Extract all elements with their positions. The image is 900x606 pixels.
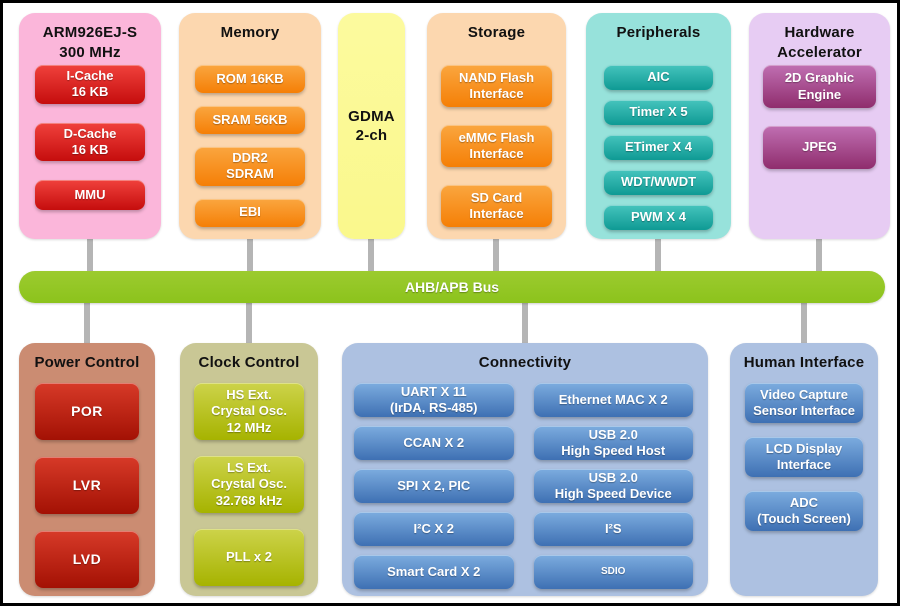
block-ethernet-mac-x-2: Ethernet MAC X 2 <box>533 383 693 417</box>
storage-blocks: NAND Flash Interface eMMC Flash Interface… <box>427 65 566 227</box>
block-hs-ext-crystal-osc-12-mhz: HS Ext. Crystal Osc. 12 MHz <box>194 383 304 440</box>
block-uart-x-11-irda-rs-485: UART X 11 (IrDA, RS-485) <box>354 383 514 417</box>
memory-blocks: ROM 16KB SRAM 56KB DDR2 SDRAM EBI <box>179 65 321 227</box>
arm-cpu-blocks: I-Cache 16 KB D-Cache 16 KB MMU <box>19 65 161 210</box>
block-sdio: SDIO <box>533 555 693 589</box>
block-i-s: I²S <box>533 512 693 546</box>
panel-title-storage: Storage <box>467 24 526 41</box>
bus-connector-gdma <box>368 239 374 271</box>
bus-connector-storage <box>493 239 499 271</box>
block-i-c-x-2: I²C X 2 <box>354 512 514 546</box>
human-interface-blocks: Video Capture Sensor Interface LCD Displa… <box>730 383 878 531</box>
block-2d-graphic-engine: 2D Graphic Engine <box>763 65 876 108</box>
block-nand-flash-interface: NAND Flash Interface <box>441 65 552 107</box>
bus-connector-human-interface <box>801 303 807 343</box>
block-ls-ext-crystal-osc-32-768-khz: LS Ext. Crystal Osc. 32.768 kHz <box>194 456 304 513</box>
panel-title-clock-control: Clock Control <box>198 354 300 371</box>
panel-hw-accelerator: Hardware Accelerator 2D Graphic Engine JPE… <box>749 13 890 239</box>
block-adc-touch-screen: ADC (Touch Screen) <box>745 491 863 531</box>
block-ebi: EBI <box>195 198 305 227</box>
panel-title-memory: Memory <box>220 24 280 41</box>
panel-title-connectivity: Connectivity <box>478 354 572 371</box>
panel-peripherals: Peripherals AIC Timer X 5 ETimer X 4 WDT/WWD… <box>586 13 731 239</box>
block-ccan-x-2: CCAN X 2 <box>354 426 514 460</box>
block-emmc-flash-interface: eMMC Flash Interface <box>441 125 552 167</box>
block-lvr: LVR <box>35 457 139 514</box>
panel-human-interface: Human Interface Video Capture Sensor Inte… <box>730 343 878 596</box>
bus-label: AHB/APB Bus <box>404 279 500 295</box>
block-jpeg: JPEG <box>763 126 876 169</box>
block-pll-x-2: PLL x 2 <box>194 529 304 586</box>
block-lcd-display-interface: LCD Display Interface <box>745 437 863 477</box>
block-lvd: LVD <box>35 531 139 588</box>
block-aic: AIC <box>604 65 713 90</box>
block-por: POR <box>35 383 139 440</box>
panel-arm-cpu: ARM926EJ-S 300 MHz I-Cache 16 KB D-Cache 1… <box>19 13 161 239</box>
panel-title-hw-accelerator: Hardware Accelerator <box>777 24 862 61</box>
panel-gdma: GDMA 2-ch <box>338 13 405 239</box>
block-wdt-wwdt: WDT/WWDT <box>604 170 713 195</box>
panel-title-human-interface: Human Interface <box>743 354 865 371</box>
block-d-cache-16-kb: D-Cache 16 KB <box>35 122 145 161</box>
bus-connector-clock-control <box>246 303 252 343</box>
block-usb-2-0-high-speed-device: USB 2.0 High Speed Device <box>533 469 693 503</box>
peripherals-blocks: AIC Timer X 5 ETimer X 4 WDT/WWDT PWM X 4 <box>586 65 731 230</box>
panel-storage: Storage NAND Flash Interface eMMC Flash In… <box>427 13 566 239</box>
hw-accelerator-blocks: 2D Graphic Engine JPEG <box>749 65 890 169</box>
block-timer-x-5: Timer X 5 <box>604 100 713 125</box>
panel-title-peripherals: Peripherals <box>616 24 701 41</box>
bus-connector-hw-accelerator <box>816 239 822 271</box>
block-video-capture-sensor-interface: Video Capture Sensor Interface <box>745 383 863 423</box>
block-usb-2-0-high-speed-host: USB 2.0 High Speed Host <box>533 426 693 460</box>
block-sd-card-interface: SD Card Interface <box>441 185 552 227</box>
panel-title-power-control: Power Control <box>34 354 140 371</box>
bus-connector-peripherals <box>655 239 661 271</box>
panel-connectivity: Connectivity UART X 11 (IrDA, RS-485) CCAN… <box>342 343 708 596</box>
bus-connector-connectivity <box>522 303 528 343</box>
ahb-apb-bus: AHB/APB Bus <box>19 271 885 303</box>
connectivity-blocks: UART X 11 (IrDA, RS-485) CCAN X 2 SPI X 2,… <box>342 383 708 589</box>
block-smart-card-x-2: Smart Card X 2 <box>354 555 514 589</box>
block-sram-56kb: SRAM 56KB <box>195 106 305 134</box>
bus-connector-power-control <box>84 303 90 343</box>
clock-control-blocks: HS Ext. Crystal Osc. 12 MHz LS Ext. Cryst… <box>180 383 318 586</box>
block-spi-x-2-pic: SPI X 2, PIC <box>354 469 514 503</box>
block-mmu: MMU <box>35 180 145 210</box>
panel-title-arm-cpu: ARM926EJ-S 300 MHz <box>42 24 138 61</box>
block-i-cache-16-kb: I-Cache 16 KB <box>35 65 145 104</box>
panel-title-gdma: GDMA 2-ch <box>348 107 395 145</box>
power-control-blocks: POR LVR LVD <box>19 383 155 588</box>
block-ddr2-sdram: DDR2 SDRAM <box>195 147 305 186</box>
panel-clock-control: Clock Control HS Ext. Crystal Osc. 12 MHz… <box>180 343 318 596</box>
block-pwm-x-4: PWM X 4 <box>604 205 713 230</box>
bus-connector-arm-cpu <box>87 239 93 271</box>
bus-connector-memory <box>247 239 253 271</box>
block-rom-16kb: ROM 16KB <box>195 65 305 93</box>
block-etimer-x-4: ETimer X 4 <box>604 135 713 160</box>
panel-power-control: Power Control POR LVR LVD <box>19 343 155 596</box>
panel-memory: Memory ROM 16KB SRAM 56KB DDR2 SDRAM EBI <box>179 13 321 239</box>
